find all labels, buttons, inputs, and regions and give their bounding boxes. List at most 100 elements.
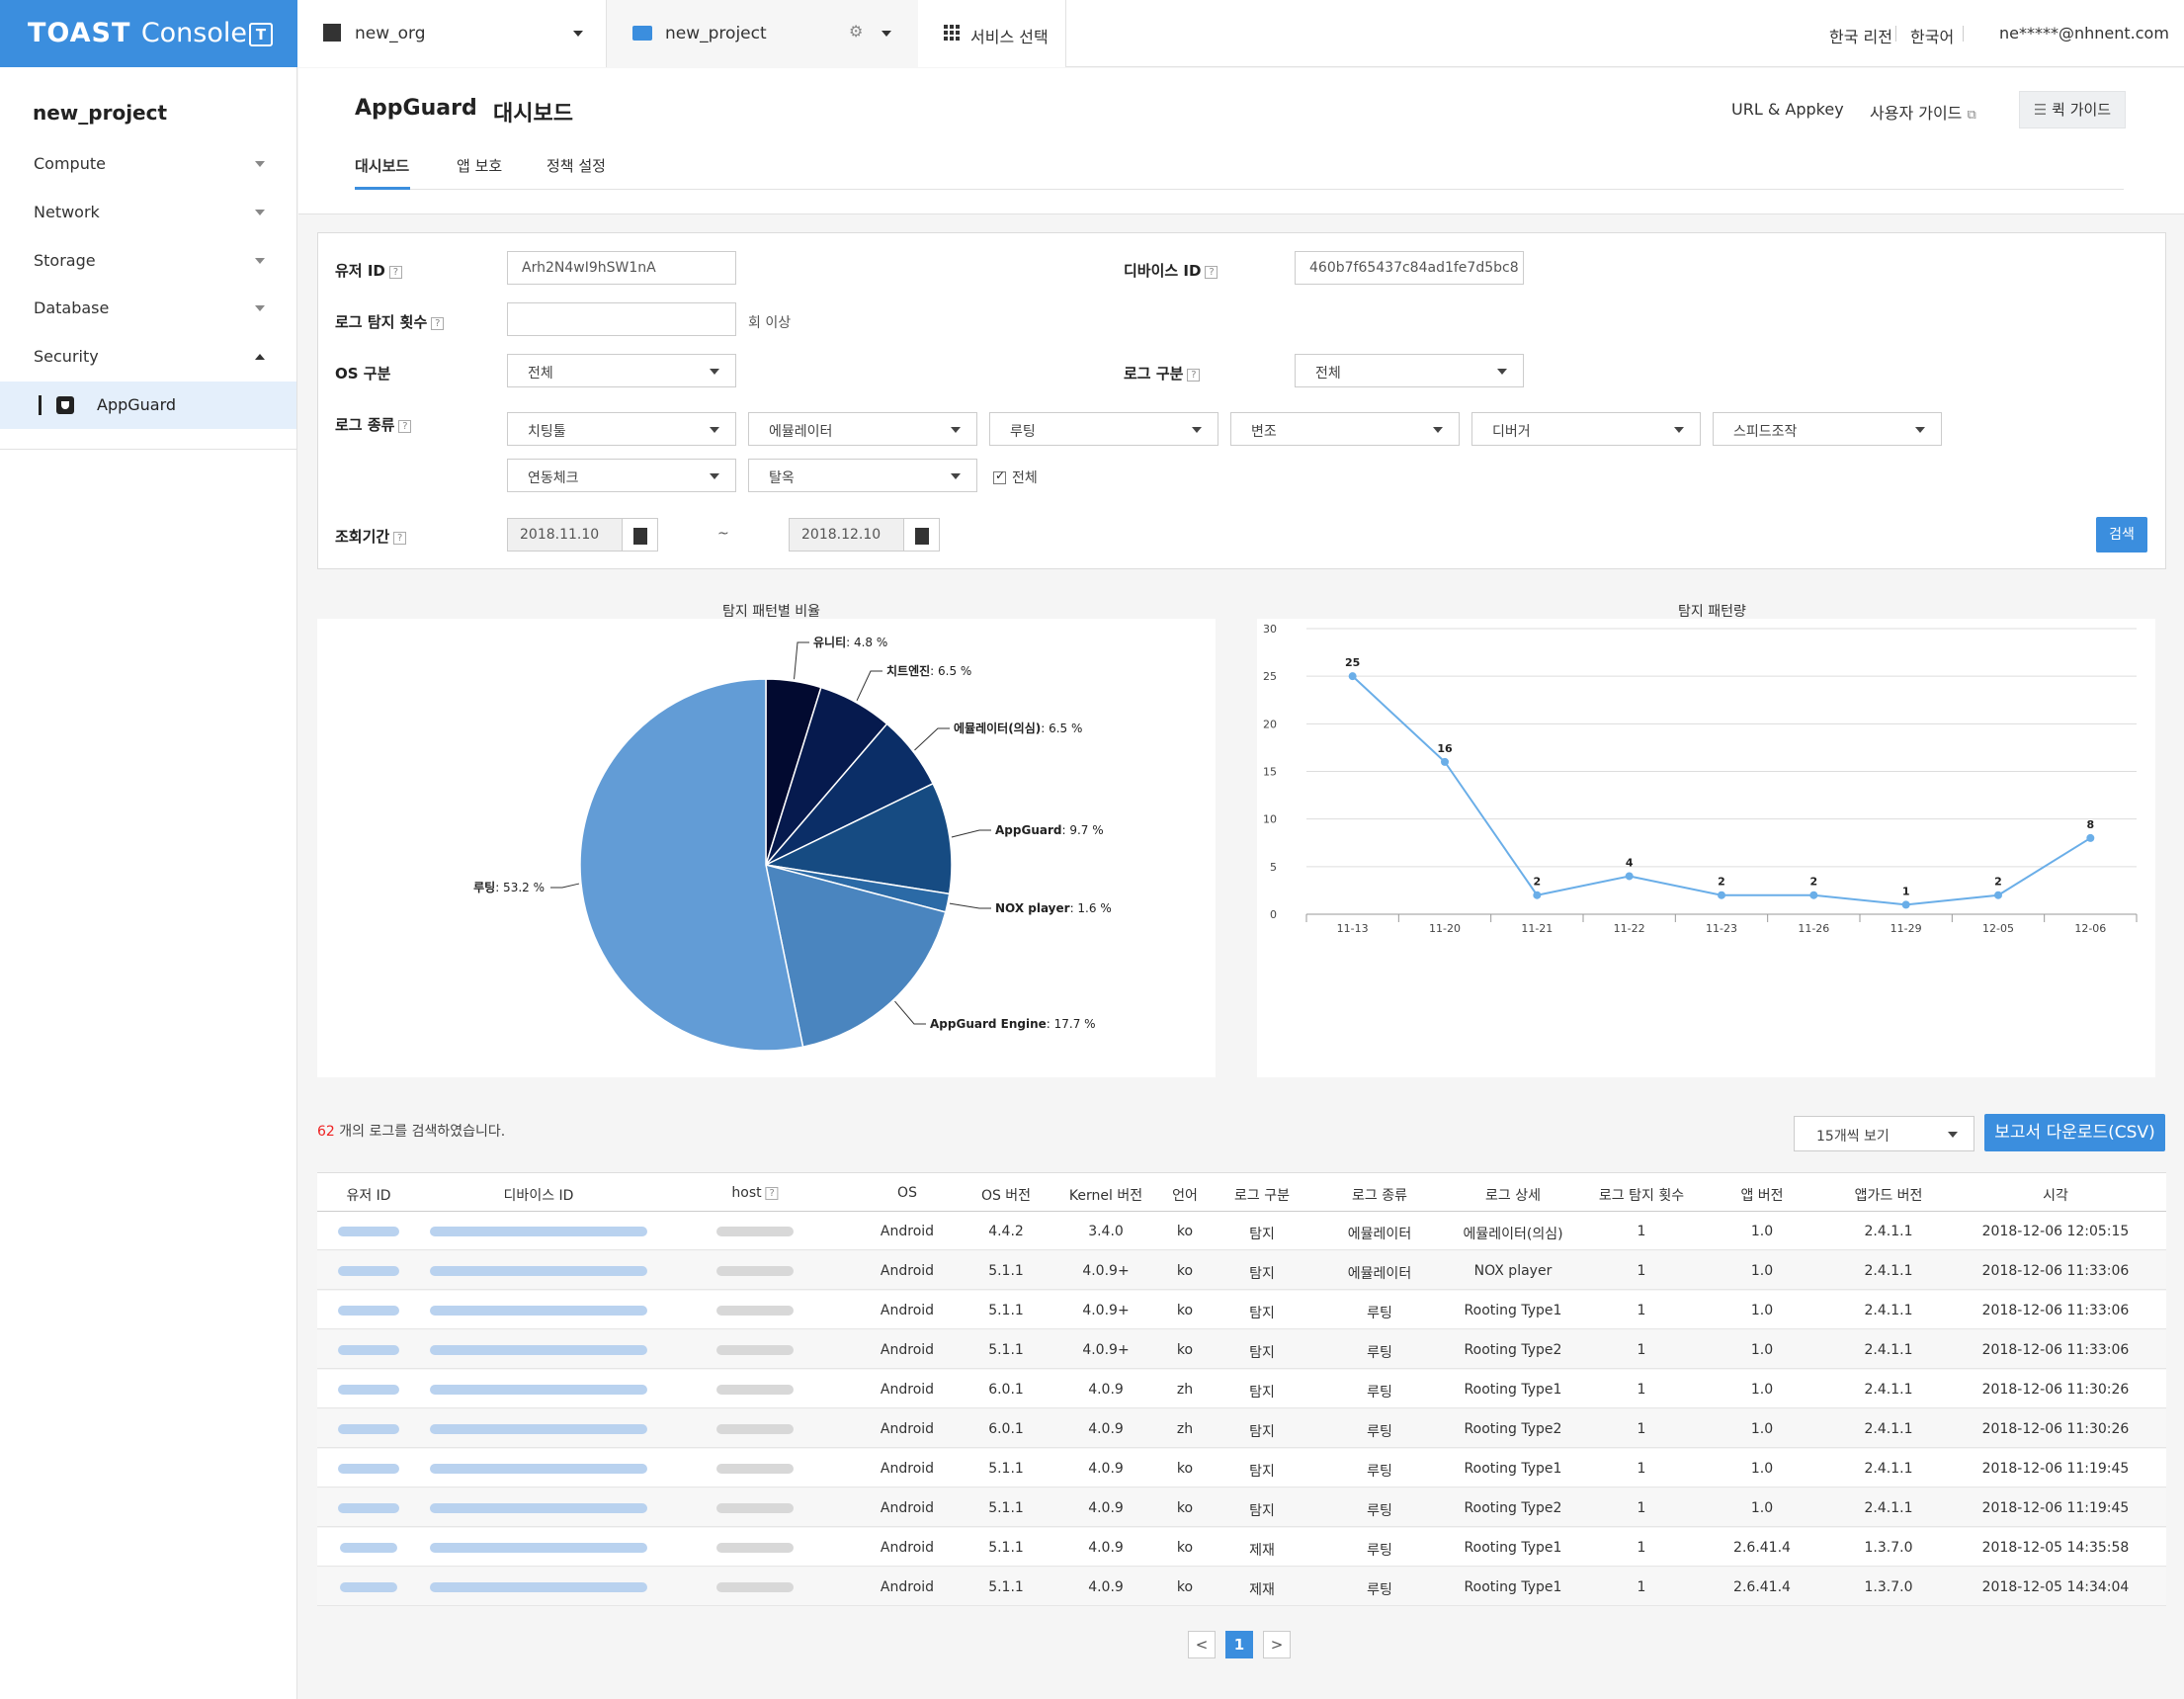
page-1-button[interactable]: 1 (1225, 1631, 1253, 1658)
table-row[interactable]: Android 4.4.2 3.4.0 ko 탐지 에뮬레이터 에뮬레이터(의심) 1 1.0 2… (317, 1212, 2166, 1250)
column-header[interactable]: 로그 구분 (1234, 1188, 1290, 1204)
user-id-link[interactable] (340, 1543, 397, 1553)
device-id-link[interactable] (430, 1503, 647, 1513)
device-id-link[interactable] (430, 1266, 647, 1276)
device-id-link[interactable] (430, 1385, 647, 1395)
device-id-link[interactable] (430, 1345, 647, 1355)
column-header[interactable]: OS 버전 (980, 1188, 1032, 1204)
calendar-icon[interactable] (903, 519, 939, 551)
help-icon[interactable]: ? (765, 1187, 779, 1200)
log-count-input[interactable] (507, 302, 736, 336)
data-point[interactable] (1994, 891, 2002, 899)
user-id-link[interactable] (338, 1385, 399, 1395)
log-kind-select-cheat[interactable]: 치팅툴 (507, 412, 736, 446)
help-icon[interactable]: ? (1205, 266, 1218, 279)
column-header[interactable]: host? (731, 1185, 779, 1201)
data-point[interactable] (1901, 900, 1910, 909)
user-id-link[interactable] (338, 1266, 399, 1276)
column-header[interactable]: OS (897, 1185, 917, 1201)
pie-slice[interactable] (579, 678, 804, 1052)
column-header[interactable]: 로그 상세 (1485, 1188, 1541, 1204)
user-id-link[interactable] (340, 1582, 397, 1592)
log-kind-select-speed[interactable]: 스피드조작 (1713, 412, 1942, 446)
csv-download-button[interactable]: 보고서 다운로드(CSV) (1984, 1114, 2165, 1151)
table-row[interactable]: Android 5.1.1 4.0.9 ko 제재 루팅 Rooting Type1 1 2.6… (317, 1568, 2166, 1606)
data-point[interactable] (1348, 672, 1357, 681)
date-from-input[interactable]: 2018.11.10 (507, 518, 658, 552)
log-kind-select-emulator[interactable]: 에뮬레이터 (748, 412, 977, 446)
device-id-link[interactable] (430, 1424, 647, 1434)
tab-dashboard[interactable]: 대시보드 (355, 157, 410, 175)
table-row[interactable]: Android 5.1.1 4.0.9 ko 제재 루팅 Rooting Type1 1 2.6… (317, 1528, 2166, 1567)
user-id-link[interactable] (338, 1345, 399, 1355)
sidebar-item-database[interactable]: Database (0, 285, 296, 332)
project-selector[interactable]: new_project ⚙ (607, 0, 918, 67)
gear-icon[interactable]: ⚙ (849, 22, 864, 41)
log-type-select[interactable]: 전체 (1295, 354, 1524, 387)
brand-logo[interactable]: TOAST Console T (0, 0, 297, 67)
column-header[interactable]: 유저 ID (346, 1188, 391, 1204)
log-kind-select-link-check[interactable]: 연동체크 (507, 459, 736, 492)
table-row[interactable]: Android 6.0.1 4.0.9 zh 탐지 루팅 Rooting Type1 1 1.0… (317, 1370, 2166, 1408)
search-button[interactable]: 검색 (2096, 517, 2147, 552)
help-icon[interactable]: ? (388, 266, 402, 279)
help-icon[interactable]: ? (393, 532, 407, 545)
org-selector[interactable]: new_org (297, 0, 607, 67)
next-page-button[interactable]: > (1263, 1631, 1291, 1658)
tab-app-protection[interactable]: 앱 보호 (457, 157, 503, 175)
device-id-link[interactable] (430, 1543, 647, 1553)
data-point[interactable] (2086, 833, 2095, 842)
data-point[interactable] (1809, 891, 1818, 899)
device-id-link[interactable] (430, 1306, 647, 1316)
help-icon[interactable]: ? (1187, 369, 1201, 382)
device-id-link[interactable] (430, 1464, 647, 1474)
pie-slice[interactable] (763, 782, 953, 895)
user-id-input[interactable]: Arh2N4wI9hSW1nA (507, 251, 736, 285)
log-kind-select-rooting[interactable]: 루팅 (989, 412, 1218, 446)
column-header[interactable]: 로그 종류 (1352, 1188, 1407, 1204)
log-kind-select-tamper[interactable]: 변조 (1230, 412, 1460, 446)
user-id-link[interactable] (338, 1227, 399, 1236)
sidebar-item-compute[interactable]: Compute (0, 140, 296, 188)
log-kind-select-debugger[interactable]: 디버거 (1471, 412, 1701, 446)
user-account[interactable]: ne*****@nhnent.com (1999, 24, 2169, 42)
t-icon[interactable]: T (249, 23, 273, 46)
date-to-input[interactable]: 2018.12.10 (789, 518, 940, 552)
user-id-link[interactable] (338, 1503, 399, 1513)
log-kind-select-jailbreak[interactable]: 탈옥 (748, 459, 977, 492)
table-row[interactable]: Android 5.1.1 4.0.9+ ko 탐지 루팅 Rooting Type2 1 1.… (317, 1330, 2166, 1369)
data-point[interactable] (1533, 891, 1542, 899)
language-selector[interactable]: 한국어 (1910, 28, 1955, 46)
prev-page-button[interactable]: < (1188, 1631, 1216, 1658)
column-header[interactable]: 디바이스 ID (503, 1188, 574, 1204)
table-row[interactable]: Android 6.0.1 4.0.9 zh 탐지 루팅 Rooting Type2 1 1.0… (317, 1409, 2166, 1448)
table-row[interactable]: Android 5.1.1 4.0.9+ ko 탐지 에뮬레이터 NOX player 1 1.… (317, 1251, 2166, 1290)
sidebar-item-appguard[interactable]: AppGuard (0, 382, 296, 429)
user-guide-link[interactable]: 사용자 가이드 ⧉ (1870, 100, 1976, 124)
data-point[interactable] (1718, 891, 1725, 899)
url-appkey-link[interactable]: URL & Appkey (1731, 100, 1844, 119)
help-icon[interactable]: ? (398, 420, 412, 433)
data-point[interactable] (1625, 872, 1634, 881)
select-all-checkbox[interactable]: 전체 (993, 467, 1038, 487)
user-id-link[interactable] (338, 1306, 399, 1316)
column-header[interactable]: 앱 버전 (1740, 1188, 1784, 1204)
page-size-select[interactable]: 15개씩 보기 (1794, 1116, 1974, 1151)
device-id-link[interactable] (430, 1227, 647, 1236)
column-header[interactable]: 시각 (2043, 1188, 2068, 1204)
region-selector[interactable]: 한국 리전 (1829, 28, 1892, 46)
column-header[interactable]: Kernel 버전 (1068, 1188, 1143, 1204)
data-point[interactable] (1441, 757, 1449, 766)
tab-policy-settings[interactable]: 정책 설정 (546, 157, 606, 175)
table-row[interactable]: Android 5.1.1 4.0.9 ko 탐지 루팅 Rooting Type2 1 1.0… (317, 1488, 2166, 1527)
user-id-link[interactable] (338, 1464, 399, 1474)
os-select[interactable]: 전체 (507, 354, 736, 387)
help-icon[interactable]: ? (431, 317, 445, 330)
column-header[interactable]: 언어 (1172, 1188, 1198, 1204)
sidebar-item-network[interactable]: Network (0, 189, 296, 236)
column-header[interactable]: 로그 탐지 횟수 (1598, 1188, 1685, 1204)
breadcrumb-service[interactable]: AppGuard (355, 96, 477, 121)
service-selector[interactable]: 서비스 선택 (918, 0, 1066, 67)
device-id-link[interactable] (430, 1582, 647, 1592)
device-id-input[interactable]: 460b7f65437c84ad1fe7d5bc8 (1295, 251, 1524, 285)
